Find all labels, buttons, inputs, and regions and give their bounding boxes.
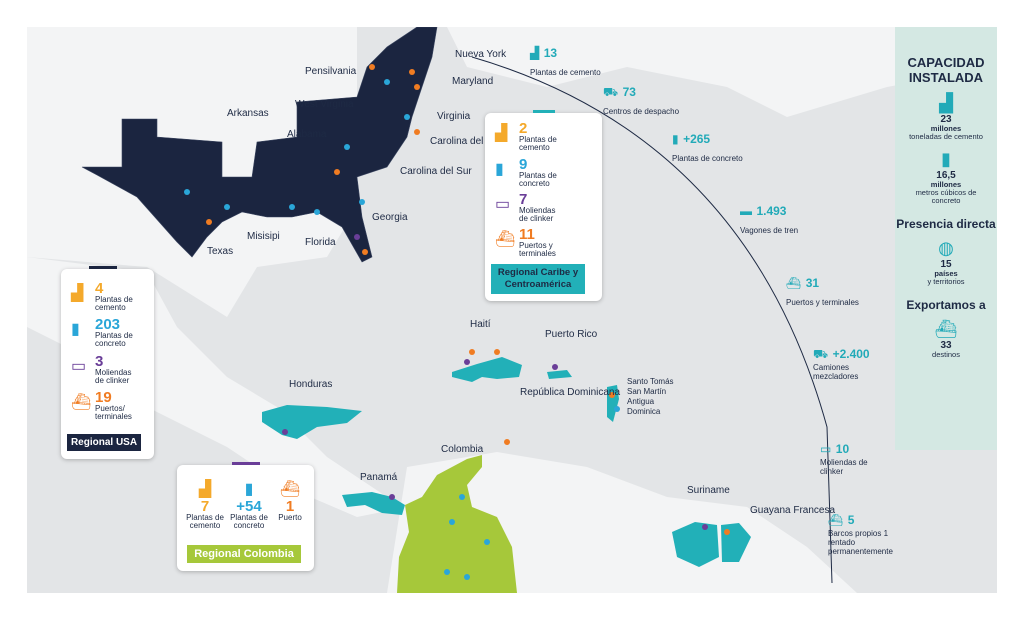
caribe-regional-tag: Regional Caribe y Centroamérica [491,264,585,294]
label-pensilvania: Pensilvania [305,66,357,77]
stat-plantas-cemento: ▟ 13 Plantas de cemento [530,46,601,77]
colombia-top-accent [232,462,260,465]
colombia-item-port: ⛴ 1 Puerto [273,479,307,522]
country-colombia [397,455,517,593]
stat-vagones-tren: ▬ 1.493 Vagones de tren [740,204,799,235]
dispatch-cart-icon: ⛟ [603,85,619,99]
ship-icon: ⛴ [71,394,92,411]
ship-icon: ⛴ [495,231,516,248]
stat-centros-despacho: ⛟ 73 Centros de despacho [603,85,680,116]
ship-icon: ⛴ [934,319,958,339]
concrete-silo-icon: ▮ [672,132,679,146]
capacity-side-panel: CAPACIDAD INSTALADA ▟ 23 millones tonela… [895,27,997,450]
label-santo-tomas: Santo Tomás [627,377,674,386]
concrete-silo-icon: ▮ [941,149,951,169]
label-san-martin: San Martín [627,387,666,396]
label-suriname: Suriname [687,485,730,496]
ship-icon: ⛴ [786,276,802,290]
cement-plant-icon: ▟ [495,125,508,142]
label-carolina-norte: Carolina del Norte [430,136,511,147]
label-misisipi: Misisipi [247,231,280,242]
stat-camiones-mezcladores: ⛟ +2.400 Camiones mezcladores [813,347,870,381]
land-north [27,27,997,117]
export-title: Exportamos a [906,298,986,312]
label-carolina-sur: Carolina del Sur [400,166,472,177]
label-dominica: Dominica [627,407,661,416]
colombia-item-concrete: ▮ +54 Plantas de concreto [230,481,268,530]
ship-icon: ⛴ [828,513,844,527]
label-guayana-francesa: Guayana Francesa [750,505,835,516]
cement-plant-icon: ▟ [530,46,540,60]
colombia-regional-box: ▟ 7 Plantas de cemento ▮ +54 Plantas de … [177,462,314,571]
island-puerto-rico [547,370,572,379]
clinker-mill-icon: ▭ [495,196,511,213]
cement-plant-icon: ▟ [939,93,953,113]
label-texas: Texas [207,246,233,257]
label-virginia: Virginia [437,111,471,122]
map-svg: Nueva York Pensilvania Maryland West Vir… [27,27,997,593]
facility-dots [184,64,730,580]
island-hispaniola [452,357,522,382]
usa-regional-states [81,27,438,263]
label-west-virginia: West Virginia [295,99,354,110]
label-georgia: Georgia [372,212,408,223]
label-alabama: Alabama [287,129,327,140]
label-colombia: Colombia [441,444,484,455]
label-honduras: Honduras [289,379,332,390]
concrete-silo-icon: ▮ [244,481,254,498]
label-haiti: Haití [470,319,491,330]
label-arkansas: Arkansas [227,108,269,119]
presence-title: Presencia directa [896,217,996,231]
label-maryland: Maryland [452,76,493,87]
clinker-mill-icon: ▭ [71,358,87,375]
mixer-truck-icon: ⛟ [813,347,829,361]
stats-arc-line [471,56,833,584]
concrete-silo-icon: ▮ [71,321,80,338]
cement-plant-icon: ▟ [198,481,212,498]
ship-icon: ⛴ [279,481,301,498]
stat-barcos: ⛴ 5 Barcos propios 1 rentado permanentem… [828,513,893,556]
colombia-regional-tag: Regional Colombia [187,545,301,563]
cement-plant-icon: ▟ [71,285,84,302]
usa-regional-box: ▟ 4 Plantas de cemento ▮ 203 Plantas de co… [61,266,154,459]
label-puerto-rico: Puerto Rico [545,329,598,340]
stat-plantas-concreto: ▮ +265 Plantas de concreto [672,132,743,163]
stat-puertos-terminales: ⛴ 31 Puertos y terminales [786,276,859,307]
capacity-title: CAPACIDAD INSTALADA [907,55,985,85]
map-area: Nueva York Pensilvania Maryland West Vir… [27,27,997,593]
concrete-silo-icon: ▮ [495,161,504,178]
label-republica-dominicana: República Dominicana [520,387,620,398]
caribe-regional-box: ▟ 2 Plantas de cemento ▮ 9 Plantas de conc… [485,110,602,301]
country-suriname [672,522,719,567]
usa-top-accent [89,266,117,269]
label-panama: Panamá [360,472,398,483]
colombia-item-cement: ▟ 7 Plantas de cemento [186,481,224,530]
usa-regional-tag: Regional USA [67,434,141,451]
clinker-mill-icon: ▭ [820,442,832,456]
label-antigua: Antigua [627,397,655,406]
caribe-top-accent [533,110,555,113]
label-florida: Florida [305,237,336,248]
globe-icon: ◍ [938,238,954,258]
train-wagon-icon: ▬ [740,204,752,218]
label-nueva-york: Nueva York [455,49,507,60]
stat-moliendas-clinker: ▭ 10 Moliendas de clinker [820,442,868,476]
